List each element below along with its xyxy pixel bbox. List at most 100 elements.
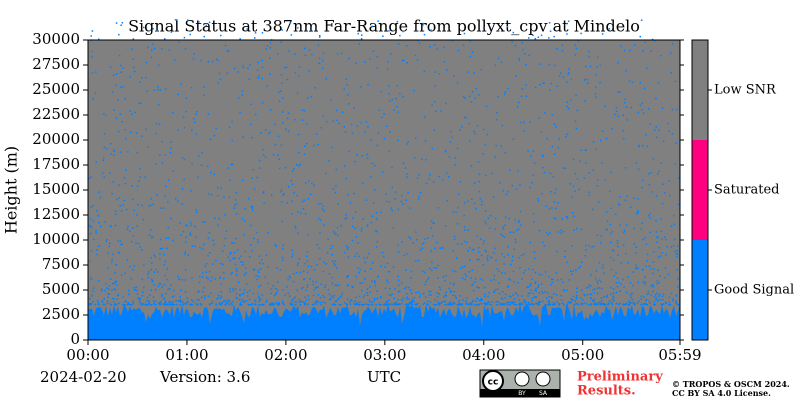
signal-speckle (571, 196, 573, 198)
signal-speckle (320, 127, 323, 129)
signal-speckle (274, 143, 277, 146)
signal-speckle (298, 66, 301, 68)
signal-speckle (496, 112, 498, 114)
signal-speckle (147, 303, 149, 306)
signal-speckle (394, 288, 396, 290)
signal-speckle (150, 268, 152, 271)
signal-speckle (400, 302, 403, 305)
signal-speckle (516, 229, 518, 232)
signal-speckle (346, 276, 348, 279)
signal-speckle (450, 304, 453, 306)
signal-speckle (568, 301, 571, 303)
signal-speckle (120, 243, 122, 246)
signal-speckle (397, 303, 400, 305)
signal-speckle (103, 146, 106, 149)
signal-speckle (622, 114, 624, 117)
signal-speckle (182, 300, 184, 303)
signal-speckle (377, 276, 379, 278)
signal-speckle (152, 28, 154, 30)
signal-speckle (518, 57, 521, 60)
signal-speckle (503, 256, 506, 258)
signal-speckle (290, 301, 293, 303)
signal-speckle (644, 41, 646, 43)
signal-speckle (139, 167, 141, 170)
signal-speckle (354, 303, 356, 306)
signal-speckle (626, 291, 628, 294)
signal-speckle (136, 213, 138, 216)
signal-speckle (562, 281, 564, 283)
signal-speckle (497, 57, 500, 60)
signal-speckle (606, 229, 608, 231)
signal-speckle (91, 56, 93, 58)
signal-speckle (576, 228, 578, 230)
signal-speckle (117, 98, 119, 101)
signal-speckle (625, 106, 628, 108)
signal-speckle (458, 300, 460, 302)
signal-speckle (92, 220, 95, 222)
signal-speckle (445, 295, 447, 297)
signal-speckle (555, 272, 558, 274)
signal-speckle (164, 154, 167, 156)
signal-speckle (490, 172, 493, 175)
signal-speckle (322, 67, 324, 70)
signal-speckle (475, 300, 477, 302)
signal-speckle (674, 163, 677, 165)
signal-speckle (286, 286, 288, 288)
x-tick-label: 02:00 (264, 346, 307, 364)
signal-speckle (642, 269, 644, 271)
signal-speckle (139, 176, 142, 178)
signal-speckle (103, 298, 105, 300)
signal-speckle (657, 269, 659, 272)
signal-speckle (355, 236, 358, 238)
signal-speckle (462, 44, 465, 46)
signal-speckle (421, 247, 423, 250)
signal-speckle (258, 286, 260, 288)
signal-speckle (416, 303, 419, 305)
signal-speckle (112, 74, 115, 76)
signal-speckle (265, 254, 268, 256)
signal-speckle (478, 190, 481, 193)
signal-speckle (606, 294, 608, 297)
signal-speckle (398, 279, 400, 281)
signal-speckle (569, 99, 572, 101)
signal-speckle (397, 43, 400, 45)
signal-speckle (628, 301, 630, 304)
signal-speckle (486, 302, 488, 304)
signal-speckle (364, 278, 366, 280)
signal-speckle (627, 276, 629, 278)
signal-speckle (570, 298, 573, 300)
signal-speckle (627, 262, 629, 264)
signal-speckle (364, 303, 367, 305)
signal-speckle (89, 260, 91, 262)
signal-speckle (386, 125, 388, 127)
signal-speckle (277, 304, 280, 306)
signal-speckle (500, 303, 503, 306)
signal-speckle (664, 267, 667, 269)
signal-speckle (122, 296, 124, 298)
signal-speckle (518, 257, 520, 259)
signal-speckle (357, 32, 359, 35)
signal-speckle (107, 296, 109, 298)
signal-speckle (671, 108, 674, 111)
signal-speckle (438, 302, 441, 305)
signal-speckle (290, 34, 293, 36)
signal-speckle (113, 288, 115, 290)
signal-speckle (307, 234, 309, 236)
signal-speckle (518, 219, 521, 222)
signal-speckle (645, 243, 648, 246)
signal-speckle (374, 285, 377, 287)
signal-speckle (584, 149, 587, 151)
signal-speckle (646, 259, 648, 262)
signal-speckle (566, 22, 568, 25)
signal-speckle (658, 295, 660, 298)
signal-speckle (331, 282, 333, 285)
signal-speckle (617, 254, 619, 257)
signal-speckle (545, 205, 547, 207)
signal-speckle (222, 250, 224, 252)
signal-speckle (228, 303, 230, 306)
signal-speckle (335, 233, 337, 235)
signal-speckle (654, 303, 656, 306)
signal-speckle (216, 58, 218, 60)
signal-speckle (291, 304, 293, 306)
signal-speckle (556, 301, 559, 304)
